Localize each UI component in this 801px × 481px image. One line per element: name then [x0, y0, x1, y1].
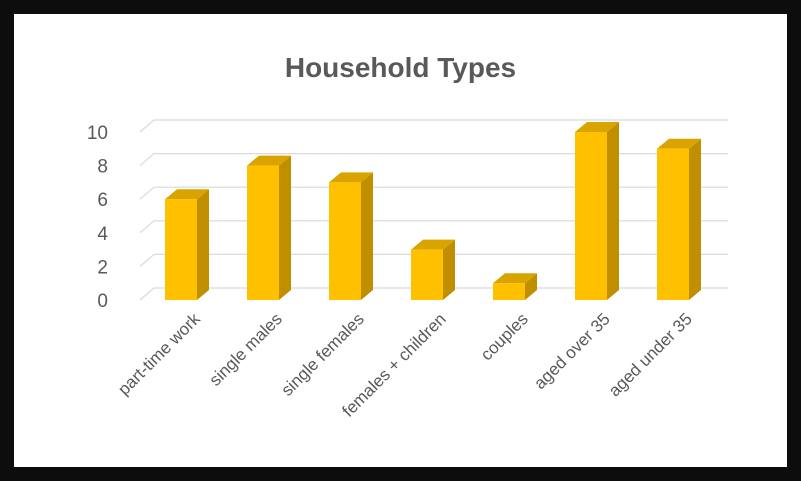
gridline — [139, 186, 728, 200]
y-tick-label: 8 — [97, 157, 108, 178]
bar — [493, 283, 525, 300]
bar-side — [689, 138, 701, 300]
bar-top — [411, 239, 455, 250]
y-tick-label: 2 — [97, 257, 108, 278]
bar-top — [657, 138, 701, 149]
bar — [165, 199, 197, 300]
x-tick-label: single males — [206, 309, 286, 389]
bar-side — [197, 189, 209, 300]
bar — [329, 182, 361, 300]
bar-top — [575, 122, 619, 132]
y-tick-label: 10 — [87, 123, 108, 144]
bar — [657, 148, 689, 300]
x-tick-label: aged under 35 — [605, 309, 696, 400]
bar-side — [525, 273, 537, 300]
y-tick-label: 0 — [97, 291, 108, 312]
gridline — [139, 220, 728, 234]
gridline — [139, 253, 728, 267]
gridline — [139, 119, 728, 133]
x-tick-label: aged over 35 — [530, 309, 614, 393]
chart-frame: Household Types 0 2 4 6 8 10 part-time work sin… — [14, 14, 787, 467]
bar-side — [361, 172, 373, 300]
y-tick-label: 6 — [97, 190, 108, 211]
chart-plot-area: 0 2 4 6 8 10 part-time work single malessingle … — [87, 119, 728, 421]
gridline — [139, 153, 728, 167]
x-tick-label: part-time work — [114, 309, 204, 399]
bar-top — [165, 189, 209, 200]
bar-side — [279, 155, 291, 300]
bar — [247, 165, 279, 300]
bar-top — [247, 155, 291, 166]
y-tick-label: 4 — [97, 224, 108, 245]
bar-top — [329, 172, 373, 183]
chart-title: Household Types — [284, 52, 517, 83]
bar — [411, 249, 443, 300]
x-tick-label: single females — [278, 309, 368, 399]
bar — [575, 132, 607, 300]
bar-side — [607, 122, 619, 300]
x-tick-label: couples — [477, 309, 532, 364]
bar-side — [443, 239, 455, 300]
bar-top — [493, 273, 537, 284]
